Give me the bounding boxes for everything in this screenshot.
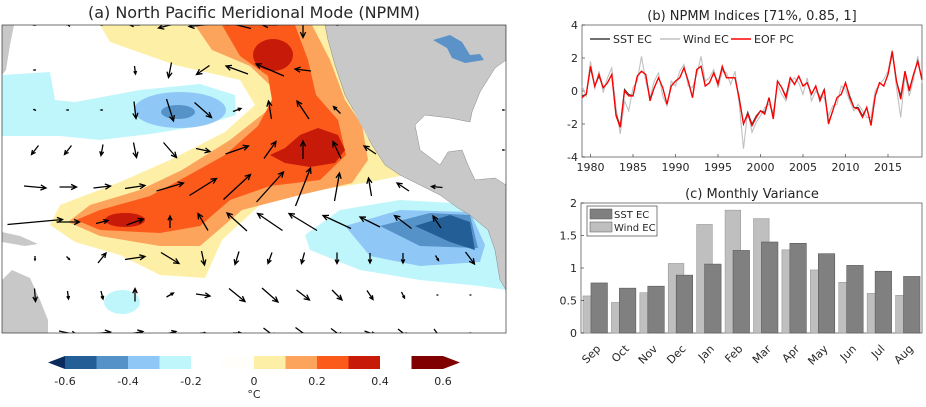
bar-sst-ec <box>790 243 806 333</box>
colorbar-segment <box>97 356 129 369</box>
wind-arrow <box>34 70 36 71</box>
bar-sst-ec <box>761 242 777 333</box>
bar-sst-ec <box>648 286 664 333</box>
x-tick-label: Dec <box>664 342 688 366</box>
contour-0.4 <box>253 39 293 71</box>
colorbar-segment <box>254 356 286 369</box>
colorbar: -0.6 -0.4 -0.2 0 0.2 0.4 0.6 <box>48 356 460 388</box>
legend-label: EOF PC <box>754 33 794 46</box>
wind-arrow <box>34 110 36 111</box>
colorbar-label: °C <box>247 388 261 401</box>
colorbar-tick-label: 0.4 <box>371 375 389 388</box>
bar-sst-ec <box>904 276 920 333</box>
line-chart: 1980 1985 1990 1995 2000 2005 2010 2015 -4 -2 0 2 4 S… <box>567 19 922 174</box>
legend-label: Wind EC <box>683 33 729 46</box>
x-tick-label: Apr <box>780 342 803 365</box>
wind-arrow <box>502 110 504 111</box>
wind-arrow <box>67 110 69 111</box>
legend-swatch <box>590 222 612 232</box>
y-tick-label: -4 <box>567 151 578 164</box>
colorbar-segment <box>223 356 255 369</box>
bar-sst-ec <box>705 264 721 333</box>
y-tick-label: 0 <box>570 327 577 340</box>
colorbar-segment <box>286 356 318 369</box>
colorbar-segment <box>317 356 349 369</box>
legend-label: SST EC <box>613 33 652 46</box>
x-tick-label: Jan <box>695 342 717 364</box>
x-tick-label: Feb <box>722 342 745 365</box>
x-tick-label: May <box>805 342 831 368</box>
colorbar-segment <box>412 356 461 369</box>
colorbar-tick-label: -0.6 <box>54 375 75 388</box>
x-tick-label: Oct <box>609 342 632 365</box>
y-tick-label: 1.5 <box>560 230 578 243</box>
bar-sst-ec <box>676 275 692 333</box>
map-title: (a) North Pacific Meridional Mode (NPMM) <box>88 3 420 22</box>
colorbar-segment <box>349 356 381 369</box>
x-tick-label: 2005 <box>789 161 817 174</box>
y-tick-label: -2 <box>567 118 578 131</box>
colorbar-segment <box>191 356 223 369</box>
x-tick-label: Sep <box>579 342 603 366</box>
bar-sst-ec <box>591 283 607 333</box>
colorbar-segment <box>65 356 97 369</box>
y-tick-label: 0.5 <box>560 295 578 308</box>
x-tick-label: Mar <box>750 342 774 366</box>
y-tick-label: 0 <box>571 85 578 98</box>
bar-sst-ec <box>875 271 891 333</box>
contour-neg-0.3 <box>161 105 195 119</box>
colorbar-tick-label: -0.4 <box>117 375 138 388</box>
y-tick-label: 1 <box>570 262 577 275</box>
bar-title: (c) Monthly Variance <box>685 187 819 202</box>
colorbar-tick-label: 0 <box>251 375 258 388</box>
x-tick-label: Jul <box>868 342 887 361</box>
x-tick-label: 1995 <box>704 161 732 174</box>
legend-label: SST EC <box>614 210 649 221</box>
line-title: (b) NPMM Indices [71%, 0.85, 1] <box>647 9 856 24</box>
bar-sst-ec <box>619 288 635 333</box>
colorbar-tick-label: 0.2 <box>308 375 326 388</box>
x-tick-label: 1990 <box>662 161 690 174</box>
colorbar-tick-label: -0.2 <box>180 375 201 388</box>
x-tick-label: Aug <box>892 342 916 366</box>
bar-sst-ec <box>733 250 749 333</box>
x-tick-label: 1980 <box>577 161 605 174</box>
y-tick-label: 4 <box>571 19 578 32</box>
bar-sst-ec <box>818 254 834 333</box>
colorbar-segment <box>160 356 192 369</box>
x-tick-label: Nov <box>636 342 661 367</box>
x-tick-label: 2000 <box>747 161 775 174</box>
x-tick-label: 2010 <box>832 161 860 174</box>
y-tick-label: 2 <box>570 197 577 210</box>
legend-swatch <box>590 209 612 219</box>
bar-sst-ec <box>847 265 863 333</box>
wind-arrow <box>101 110 103 111</box>
colorbar-tick-label: 0.6 <box>434 375 452 388</box>
x-tick-label: Jun <box>837 342 859 364</box>
sst-map <box>2 13 506 339</box>
y-tick-label: 2 <box>571 52 578 65</box>
x-tick-label: 1985 <box>619 161 647 174</box>
wind-arrow <box>502 150 504 151</box>
x-tick-label: 2015 <box>874 161 902 174</box>
wind-arrow <box>34 256 35 260</box>
colorbar-segment <box>128 356 160 369</box>
legend-label: Wind EC <box>614 223 656 234</box>
